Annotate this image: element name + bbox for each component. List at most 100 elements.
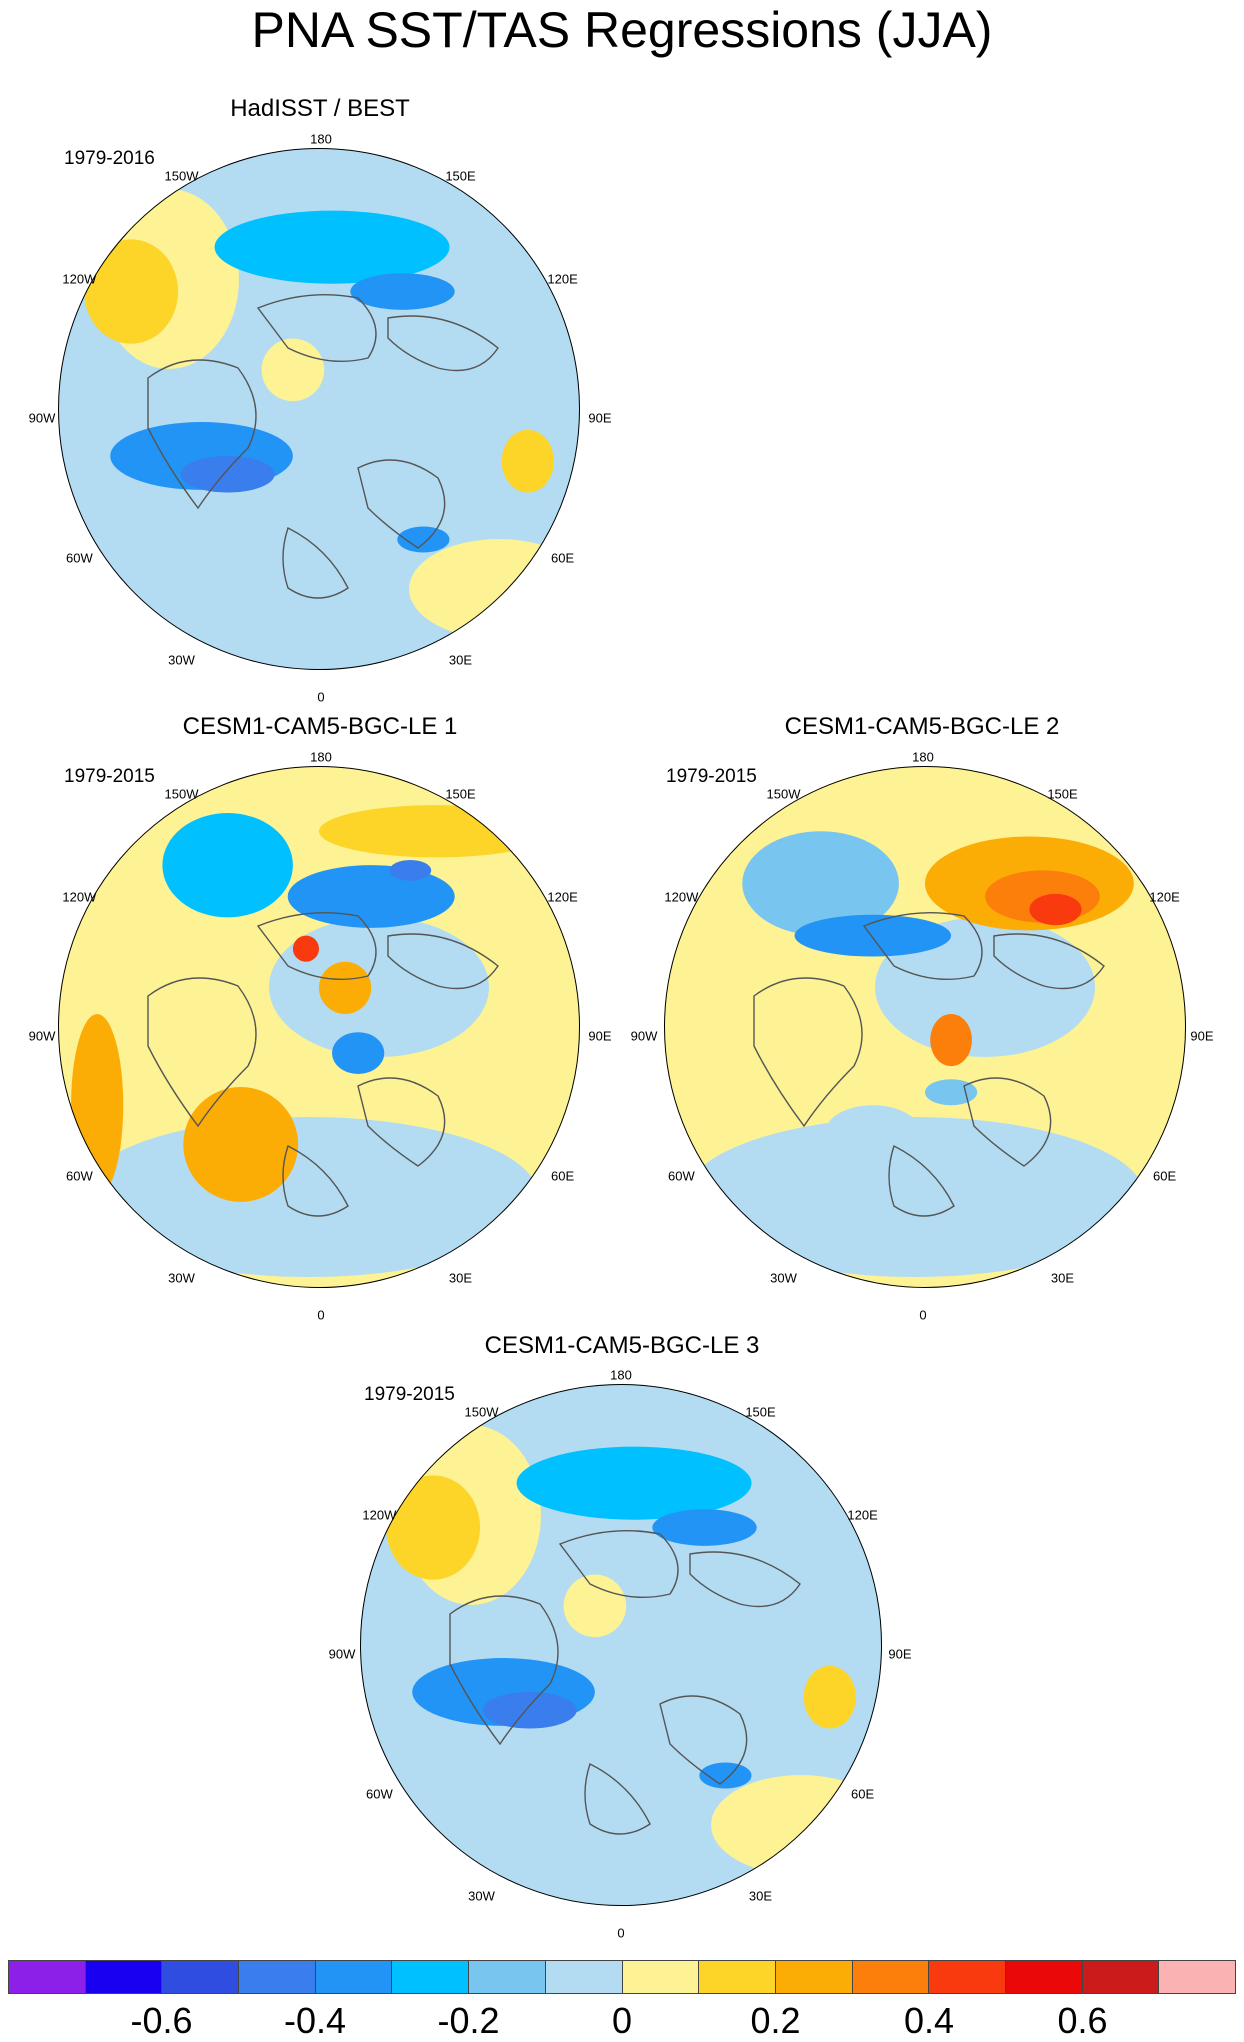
coastline [753,977,863,1128]
colorbar-box [85,1961,163,1993]
colorbar-box [1082,1961,1160,1993]
field-anomaly [261,338,325,402]
longitude-label: 60E [551,550,575,565]
colorbar-label: 0 [611,2000,633,2041]
coastline [963,1077,1052,1167]
field-anomaly [319,961,372,1014]
longitude-label: 150W [464,1404,499,1420]
coastline [357,1077,446,1167]
colorbar-box [545,1961,623,1993]
colorbar-box [1159,1961,1235,1993]
coastline [282,527,349,599]
field-anomaly [803,1665,856,1729]
longitude-label: 30W [168,652,195,668]
panel-period-le1: 1979-2015 [64,766,155,787]
colorbar-label: 0.6 [1057,2000,1108,2041]
field-anomaly [287,865,455,928]
longitude-label: 60W [366,1786,393,1801]
colorbar-box [315,1961,393,1993]
polar-map-le1 [58,766,580,1288]
longitude-label: 180 [610,1367,632,1383]
longitude-label: 60W [66,550,93,565]
field-cool-band [685,1117,1145,1277]
longitude-label: 90W [328,1646,356,1662]
panel-title-le3: CESM1-CAM5-BGC-LE 3 [484,1332,760,1359]
shaded-field [360,1384,882,1906]
colorbar-box [852,1961,930,1993]
field-anomaly [699,1762,752,1789]
colorbar-box [162,1961,240,1993]
colorbar-box [775,1961,853,1993]
coastline [993,933,1105,990]
colorbar-label: -0.2 [437,2000,500,2041]
map-boundary [360,1384,882,1906]
polar-map-hadisst [58,148,580,670]
longitude-label: 90W [630,1028,658,1044]
map-boundary [58,766,580,1288]
longitude-label: 120E [847,1507,878,1522]
coastline [689,1551,801,1608]
longitude-label: 60W [66,1168,93,1183]
panel-title-hadisst: HadISST / BEST [230,95,410,122]
colorbar-label: -0.4 [283,2000,347,2041]
longitude-label: 60E [1153,1168,1177,1183]
longitude-label: 150E [745,1404,776,1420]
map-boundary [58,148,580,670]
longitude-label: 120W [62,889,97,904]
longitude-label: 180 [310,131,332,147]
longitude-label: 30W [468,1888,495,1904]
longitude-label: 120E [1149,889,1180,904]
colorbar-box [239,1961,316,1993]
field-anomaly [214,210,450,284]
longitude-label: 150W [164,168,199,184]
longitude-label: 90W [28,1028,56,1044]
longitude-label: 150W [164,786,199,802]
longitude-label: 90E [588,410,612,426]
field-anomaly [180,455,275,493]
field-anomaly [482,1691,577,1729]
field-anomaly [386,1475,481,1580]
longitude-label: 150E [1047,786,1078,802]
polar-map-le3 [360,1384,882,1906]
panel-period-le3: 1979-2015 [364,1384,455,1405]
panel-title-le1: CESM1-CAM5-BGC-LE 1 [182,713,458,740]
field-anomaly [332,1032,385,1074]
longitude-label: 120W [664,889,699,904]
longitude-label: 30E [748,1888,773,1904]
field-anomaly [350,273,455,310]
colorbar-label: -0.6 [130,2000,193,2041]
colorbar [8,1960,1236,1994]
field-anomaly [84,239,179,344]
coastline [387,315,499,372]
coastline [147,977,257,1128]
field-cool-band [79,1117,539,1277]
field-anomaly [794,914,952,957]
longitude-label: 120E [547,271,578,286]
longitude-label: 120W [62,271,97,286]
longitude-label: 150E [445,168,476,184]
longitude-label: 180 [310,749,332,765]
field-anomaly [397,526,450,553]
coastline [147,359,257,510]
colorbar-box [9,1961,86,1993]
field-anomaly [825,1105,920,1158]
coastline [862,911,983,980]
colorbar-box [469,1961,546,1993]
longitude-label: 0 [317,1307,325,1323]
field-anomaly [501,429,554,493]
field-anomaly [319,805,554,858]
coastline [888,1145,955,1217]
coastline [449,1595,559,1746]
longitude-label: 150W [766,786,801,802]
coastline [256,293,377,362]
field-anomaly [162,812,293,918]
field-anomaly [389,859,432,881]
field-anomaly [183,1087,299,1202]
shaded-field [58,766,580,1288]
field-anomaly [563,1574,627,1638]
colorbar-box [1005,1961,1083,1993]
map-boundary [664,766,1186,1288]
colorbar-box [699,1961,776,1993]
shaded-field [58,148,580,670]
colorbar-label: 0.4 [903,2000,955,2041]
